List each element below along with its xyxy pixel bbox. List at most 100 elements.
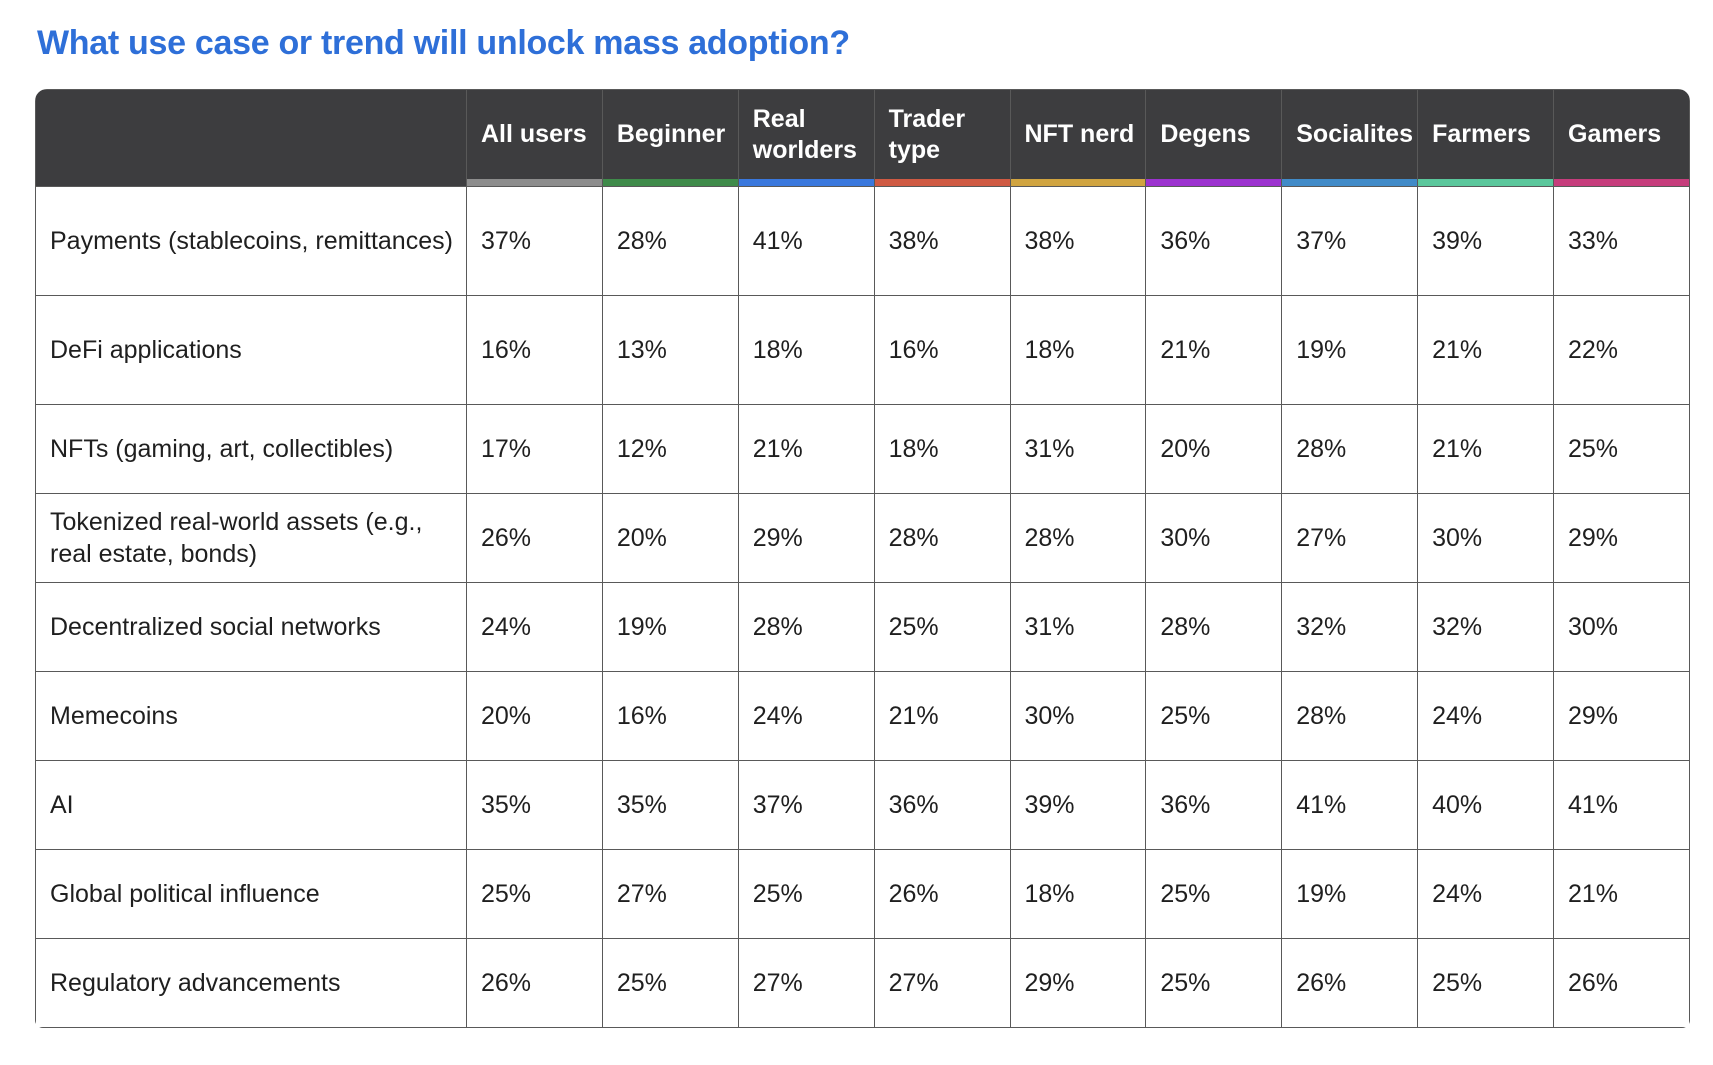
table-cell: 24% [737,671,875,761]
column-header-all-users: All users [466,89,603,187]
table-cell: 31% [1009,582,1147,672]
table-cell: 18% [873,404,1011,494]
column-header-label: Real worlders [752,105,857,164]
table-cell: 21% [1145,295,1283,405]
table-cell: 13% [601,295,739,405]
column-accent-bar [1010,179,1146,186]
table-cell: 36% [873,760,1011,850]
column-header-real-worlders: Real worlders [737,89,875,187]
column-accent-bar [602,179,738,186]
column-accent-bar [874,179,1010,186]
table-cell: 29% [1553,493,1690,583]
table-cell: 22% [1553,295,1690,405]
column-header-socialites: Socialites [1281,89,1419,187]
table-cell: 21% [737,404,875,494]
table-cell: 35% [466,760,603,850]
table-row-regulatory-advancements: Regulatory advancements 26% 25% 27% 27% 29% 25… [35,938,1690,1028]
page-title: What use case or trend will unlock mass … [37,24,850,62]
table-cell: 28% [873,493,1011,583]
table-cell: 30% [1417,493,1554,583]
column-header-label: NFT nerd [1024,120,1135,149]
table-cell: 21% [1553,849,1690,939]
column-header-gamers: Gamers [1553,89,1690,187]
column-accent-bar [1282,179,1418,186]
table-row-decentralized-social-networks: Decentralized social networks 24% 19% 28% 25… [35,582,1690,672]
column-header-label: Beginner [616,120,726,149]
table-cell: 28% [1009,493,1147,583]
table-cell: 18% [737,295,875,405]
column-accent-bar [1554,179,1689,186]
table-cell: 25% [601,938,739,1028]
row-label: DeFi applications [35,295,467,405]
table-row-tokenized-real-world-assets-e-g-real-estate-bonds: Tokenized real-world assets (e.g., real … [35,493,1690,583]
table-cell: 19% [1281,849,1419,939]
table-cell: 21% [873,671,1011,761]
table-cell: 39% [1417,186,1554,296]
table-cell: 41% [1281,760,1419,850]
table-cell: 19% [601,582,739,672]
column-header-trader-type: Trader type [873,89,1011,187]
table-cell: 21% [1417,295,1554,405]
header-row: All users Beginner Real worlders Trader typ… [35,89,1690,187]
table-cell: 30% [1553,582,1690,672]
table-cell: 26% [466,493,603,583]
table-cell: 19% [1281,295,1419,405]
table-cell: 28% [1281,404,1419,494]
column-header-beginner: Beginner [601,89,739,187]
table-cell: 40% [1417,760,1554,850]
table-cell: 25% [737,849,875,939]
table-cell: 38% [1009,186,1147,296]
table-cell: 41% [1553,760,1690,850]
table-cell: 41% [737,186,875,296]
table-cell: 28% [737,582,875,672]
column-header-label: Gamers [1568,120,1662,149]
table-cell: 39% [1009,760,1147,850]
row-label: Tokenized real-world assets (e.g., real … [35,493,467,583]
table-cell: 29% [737,493,875,583]
table-cell: 28% [1145,582,1283,672]
table-cell: 20% [601,493,739,583]
table-cell: 28% [601,186,739,296]
table-cell: 25% [466,849,603,939]
row-label: Memecoins [35,671,467,761]
column-header-label: Socialites [1296,120,1413,149]
row-label: NFTs (gaming, art, collectibles) [35,404,467,494]
column-accent-bar [467,179,602,186]
table-cell: 26% [873,849,1011,939]
table-cell: 24% [1417,849,1554,939]
table-cell: 30% [1145,493,1283,583]
column-header-degens: Degens [1145,89,1283,187]
table-cell: 27% [873,938,1011,1028]
column-accent-bar [1146,179,1282,186]
row-label: Payments (stablecoins, remittances) [35,186,467,296]
table-cell: 27% [1281,493,1419,583]
table-cell: 24% [1417,671,1554,761]
table-cell: 30% [1009,671,1147,761]
table-cell: 37% [737,760,875,850]
table-cell: 25% [1145,849,1283,939]
row-label: AI [35,760,467,850]
table-cell: 26% [466,938,603,1028]
column-header-nft-nerd: NFT nerd [1009,89,1147,187]
table-cell: 29% [1553,671,1690,761]
row-label: Decentralized social networks [35,582,467,672]
table-row-memecoins: Memecoins 20% 16% 24% 21% 30% 25% 28% 24% 29% [35,671,1690,761]
column-header-label: All users [481,120,587,149]
column-accent-bar [738,179,874,186]
table-cell: 18% [1009,295,1147,405]
table-cell: 20% [466,671,603,761]
data-table: All users Beginner Real worlders Trader typ… [35,89,1690,1028]
table-row-defi-applications: DeFi applications 16% 13% 18% 16% 18% 21% 19% 21… [35,295,1690,405]
table-cell: 25% [1417,938,1554,1028]
table-cell: 16% [873,295,1011,405]
table-cell: 18% [1009,849,1147,939]
table-cell: 20% [1145,404,1283,494]
table-row-global-political-influence: Global political influence 25% 27% 25% 26% 18… [35,849,1690,939]
table-cell: 25% [1145,938,1283,1028]
column-header-label: Trader type [888,105,966,164]
table-cell: 24% [466,582,603,672]
table-cell: 35% [601,760,739,850]
table-cell: 32% [1281,582,1419,672]
table-cell: 36% [1145,760,1283,850]
